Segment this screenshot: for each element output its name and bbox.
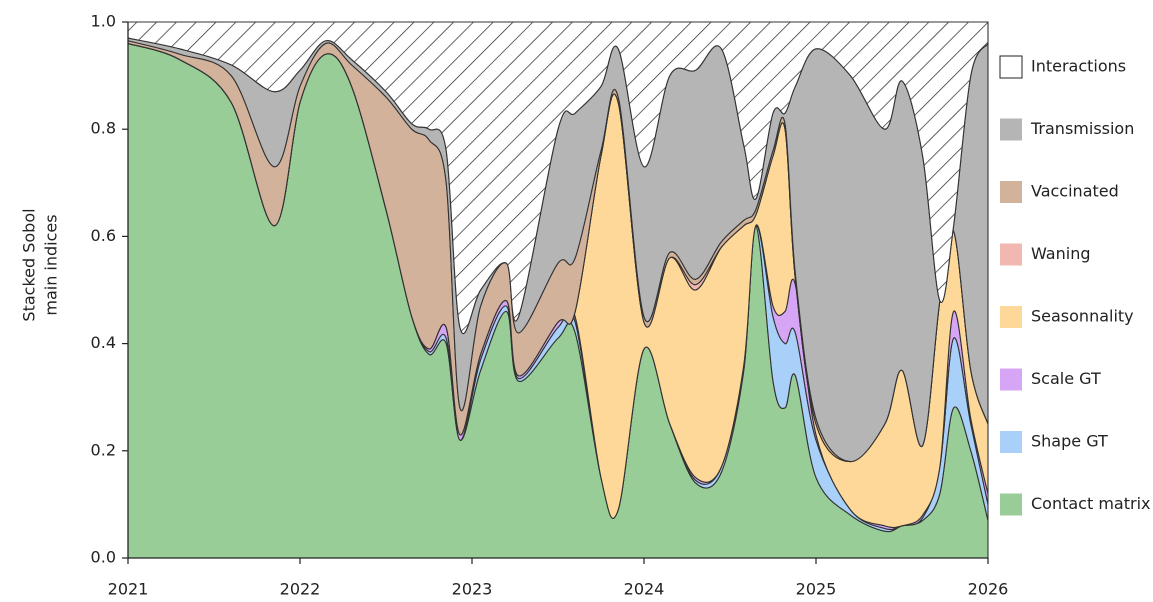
x-tick-label: 2023 [452, 580, 493, 599]
y-tick-label: 1.0 [91, 12, 116, 31]
x-tick-label: 2026 [968, 580, 1009, 599]
y-tick-label: 0.2 [91, 440, 116, 459]
legend-swatch [999, 55, 1023, 79]
legend-label: Transmission [1030, 119, 1134, 138]
legend-label: Vaccinated [1031, 182, 1119, 201]
legend-label: Seasonnality [1031, 307, 1134, 326]
legend-swatch [1000, 431, 1022, 453]
x-tick-label: 2024 [624, 580, 665, 599]
legend-swatch [1000, 181, 1022, 203]
legend-label: Shape GT [1031, 432, 1108, 451]
plot-area [127, 21, 989, 559]
legend-swatch [1000, 368, 1022, 391]
x-tick-label: 2025 [796, 580, 837, 599]
y-tick-label: 0.0 [91, 548, 116, 567]
x-tick-label: 2021 [108, 580, 149, 599]
x-tick-label: 2022 [280, 580, 321, 599]
legend-label: Interactions [1031, 57, 1126, 76]
y-axis-label: Stacked Sobol [20, 208, 39, 321]
legend-label: Scale GT [1031, 369, 1101, 388]
legend-label: Waning [1031, 244, 1090, 263]
legend-label: Contact matrix [1031, 494, 1151, 513]
area [127, 21, 989, 335]
legend-swatch [1000, 118, 1022, 141]
y-tick-label: 0.4 [91, 333, 116, 352]
legend-swatch [1000, 493, 1022, 516]
legend-swatch [1000, 243, 1022, 266]
y-tick-label: 0.8 [91, 119, 116, 138]
y-tick-label: 0.6 [91, 226, 116, 245]
legend-swatch [1000, 306, 1022, 328]
y-axis-label: main indices [42, 214, 61, 315]
